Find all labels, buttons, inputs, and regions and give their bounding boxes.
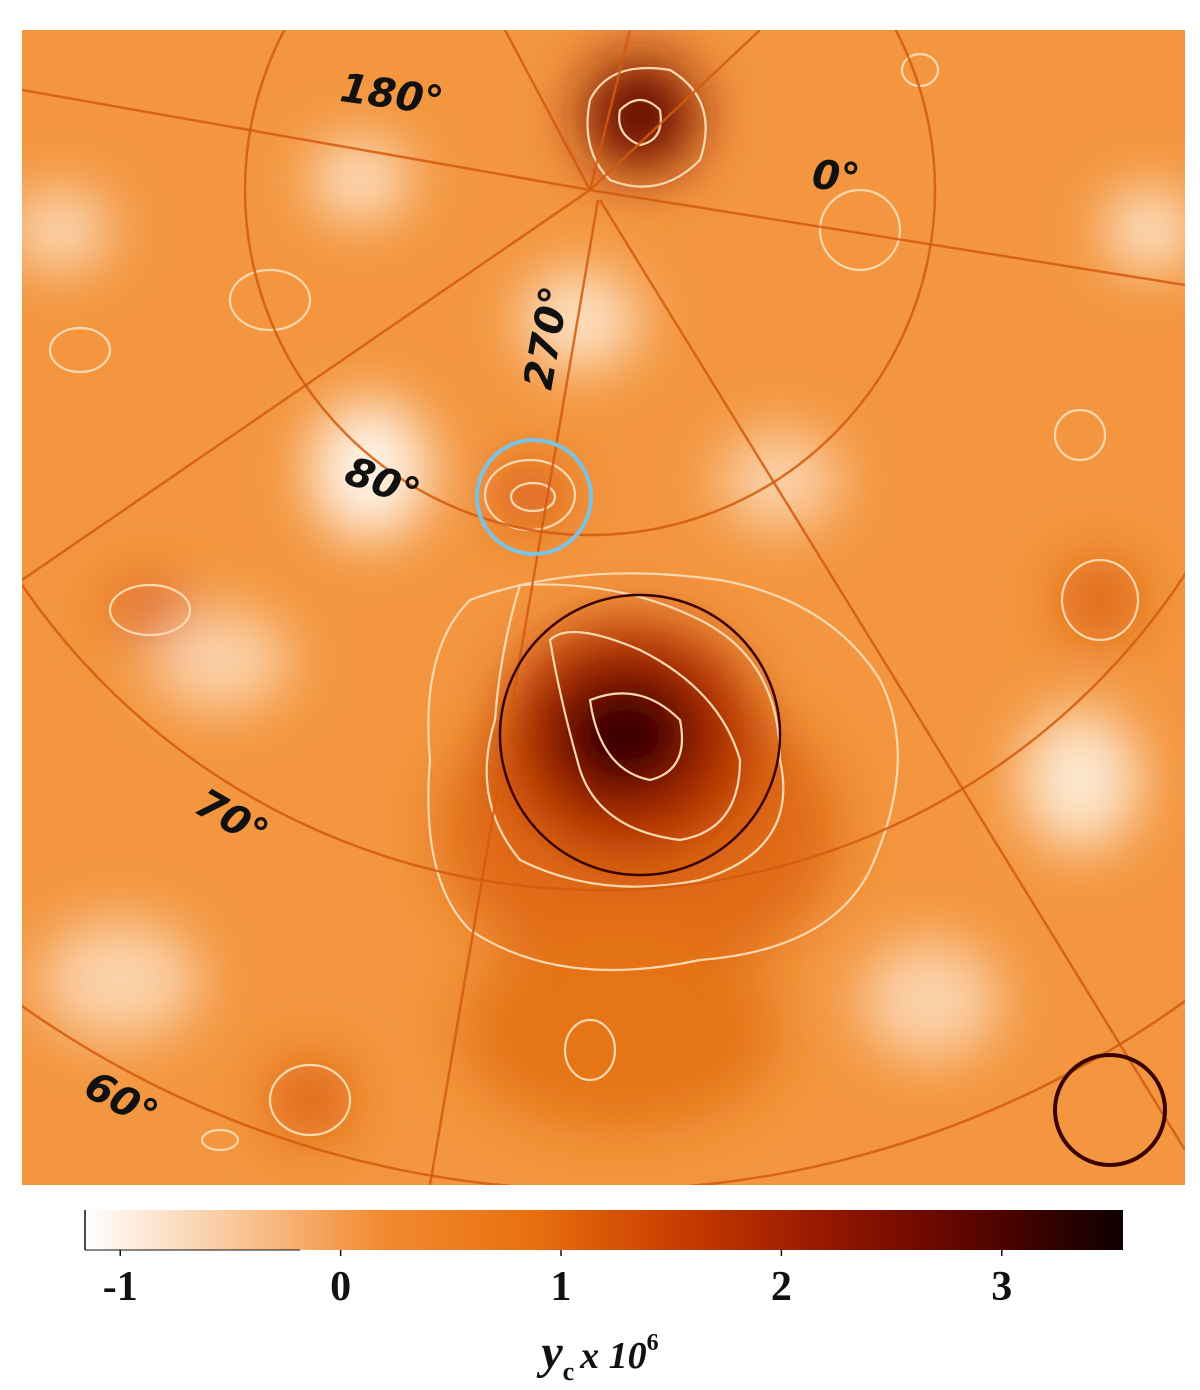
tick-label: -1 xyxy=(103,1264,138,1310)
symbol: y xyxy=(536,1326,563,1379)
tick-label: 0 xyxy=(330,1264,351,1310)
colorbar-label: yc x 106 xyxy=(536,1326,658,1386)
exponent: 6 xyxy=(647,1330,659,1356)
colorbar-ticks: -1 0 1 2 3 xyxy=(103,1250,1012,1310)
aperture-circle xyxy=(498,593,782,877)
tick-label: 2 xyxy=(771,1264,792,1310)
emission xyxy=(22,55,1185,1140)
sky-map xyxy=(22,30,1185,1185)
coordinate-grid xyxy=(22,30,1185,1185)
colorbar xyxy=(85,1210,1123,1250)
source-circle xyxy=(475,438,593,556)
tick-label: 3 xyxy=(991,1264,1012,1310)
beam-circle xyxy=(1053,1053,1167,1167)
grid-label: 0° xyxy=(810,152,862,202)
multiplier: x 10 xyxy=(579,1335,647,1377)
contours xyxy=(48,52,1140,1152)
tick-label: 1 xyxy=(551,1264,572,1310)
subscript: c xyxy=(563,1357,575,1386)
